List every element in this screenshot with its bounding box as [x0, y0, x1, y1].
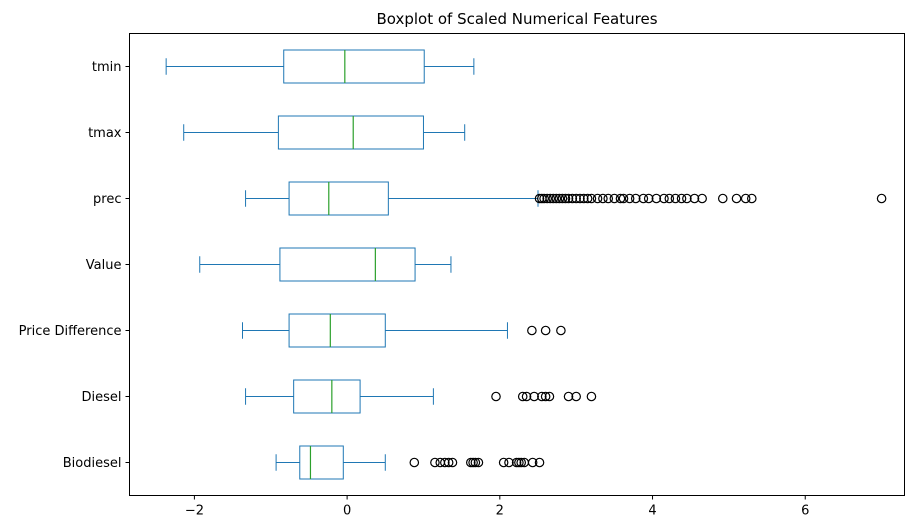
outlier-point [676, 193, 687, 204]
outlier-point [545, 193, 556, 204]
box-group-diesel [245, 379, 597, 414]
outlier-point [651, 193, 662, 204]
outlier-point [430, 457, 440, 468]
outlier-point [571, 193, 581, 204]
outlier-point [563, 391, 574, 402]
y-axis: Biodiesel Diesel Price Difference Value prec… [19, 60, 130, 471]
outlier-point [447, 457, 458, 468]
x-tick-label: 4 [648, 504, 656, 519]
outlier-point [443, 457, 454, 468]
y-tick-label: Value [86, 258, 122, 273]
box-iqr [279, 247, 416, 282]
x-tick-label: 2 [496, 504, 504, 519]
y-tick-label: tmax [88, 126, 122, 141]
outlier-point [586, 193, 597, 204]
outlier-point [516, 457, 526, 468]
outlier-point [504, 457, 514, 468]
outlier-point [740, 193, 751, 204]
outlier-point [717, 193, 728, 204]
box-group-tmax [183, 115, 466, 150]
outlier-point [557, 193, 568, 204]
outlier-point [579, 193, 589, 204]
boxes-layer [165, 49, 887, 480]
outlier-point [521, 391, 532, 402]
chart-title: Boxplot of Scaled Numerical Features [376, 10, 657, 28]
x-tick-label: −2 [185, 504, 204, 519]
x-tick-label: 6 [801, 504, 809, 519]
box-group-value [199, 247, 452, 282]
outlier-point [554, 193, 565, 204]
outlier-point [592, 193, 603, 204]
outlier-point [537, 391, 547, 402]
y-tick-label: tmin [92, 60, 122, 75]
outlier-point [609, 193, 620, 204]
outlier-point [556, 325, 566, 336]
outlier-point [615, 193, 626, 204]
outlier-point [529, 391, 539, 402]
outlier-point [638, 193, 649, 204]
outlier-point [689, 193, 700, 204]
y-tick-label: Price Difference [19, 324, 122, 339]
outlier-point [659, 193, 669, 204]
box-iqr [283, 49, 425, 84]
box-iqr [288, 313, 386, 348]
outlier-point [618, 193, 629, 204]
outlier-point [603, 193, 614, 204]
outlier-point [563, 193, 574, 204]
box-iqr [277, 115, 424, 150]
outlier-point [548, 193, 559, 204]
outlier-point [470, 457, 481, 468]
box-iqr [299, 445, 344, 480]
outlier-point [582, 193, 593, 204]
outlier-point [670, 193, 681, 204]
outlier-point [664, 193, 675, 204]
outlier-point [542, 193, 552, 204]
outlier-point [560, 193, 571, 204]
outlier-point [539, 193, 549, 204]
outlier-point [473, 457, 484, 468]
outlier-point [575, 193, 585, 204]
outlier-point [540, 391, 551, 402]
y-tick-label: Biodiesel [63, 456, 122, 471]
box-iqr [293, 379, 361, 414]
outlier-point [551, 193, 562, 204]
outlier-point [643, 193, 654, 204]
outlier-point [498, 457, 509, 468]
outlier-point [527, 457, 538, 468]
x-axis: −2 0 2 4 6 [185, 495, 809, 519]
box-group-tmin [165, 49, 475, 84]
outlier-point [876, 193, 887, 204]
outlier-point [746, 193, 757, 204]
box-group-prec [245, 181, 887, 216]
outlier-point [527, 325, 537, 336]
box-group-price-difference [242, 313, 566, 348]
outlier-point [567, 193, 578, 204]
outlier-point [517, 391, 528, 402]
outlier-point [697, 193, 707, 204]
outlier-point [624, 193, 635, 204]
outlier-point [534, 457, 545, 468]
outlier-point [440, 457, 450, 468]
outlier-point [491, 391, 501, 402]
y-tick-label: prec [93, 192, 121, 207]
box-group-biodiesel [275, 445, 545, 480]
x-tick-label: 0 [343, 504, 351, 519]
outlier-point [571, 391, 581, 402]
outlier-point [682, 193, 692, 204]
outlier-point [544, 391, 555, 402]
outlier-point [540, 325, 551, 336]
outlier-point [586, 391, 597, 402]
outlier-point [598, 193, 608, 204]
outlier-point [409, 457, 420, 468]
outlier-point [630, 193, 641, 204]
outlier-point [731, 193, 742, 204]
y-tick-label: Diesel [81, 390, 121, 405]
box-iqr [288, 181, 389, 216]
